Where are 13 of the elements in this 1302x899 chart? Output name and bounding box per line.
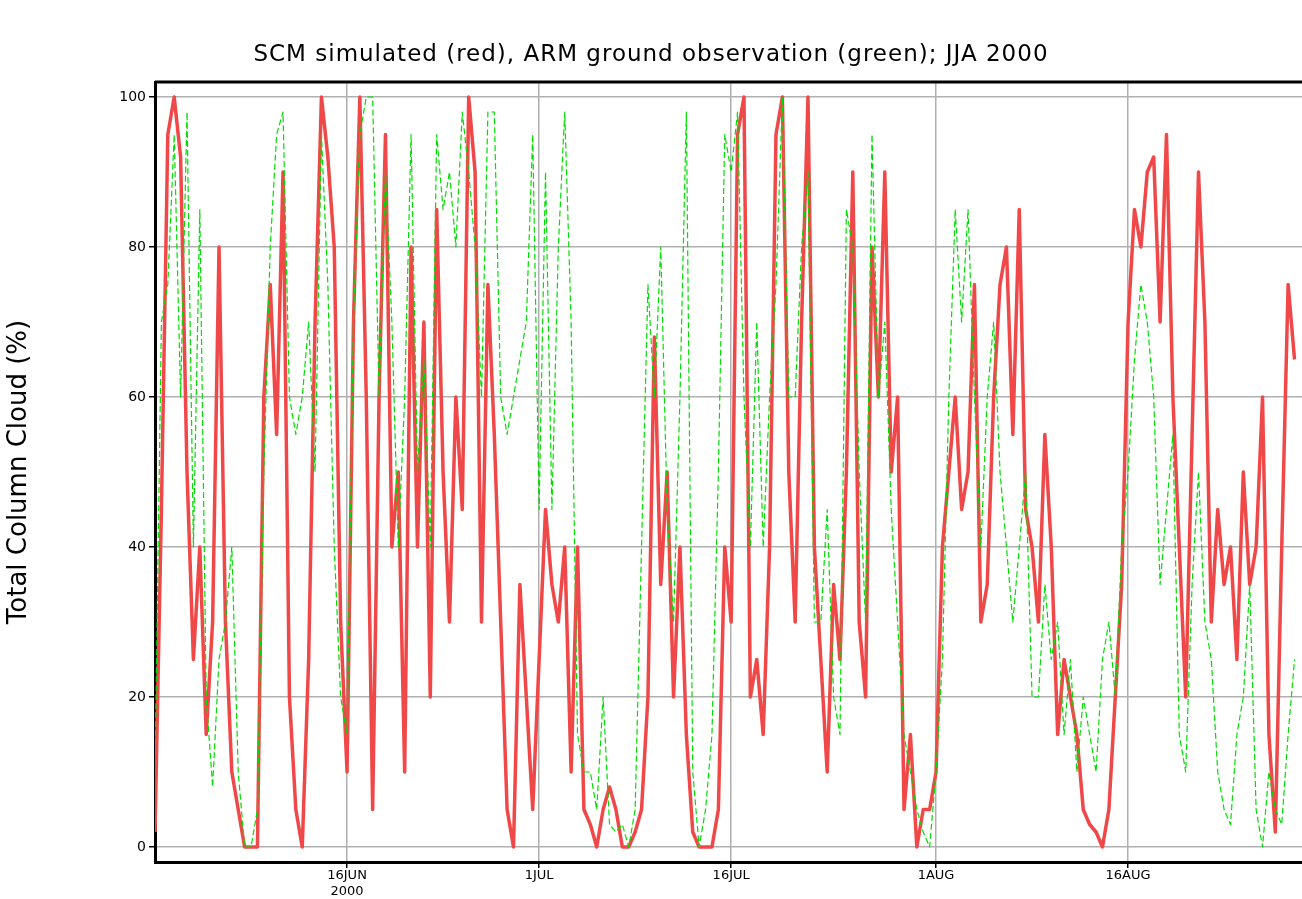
- chart-title: SCM simulated (red), ARM ground observation (green); JJA 2000: [252, 40, 1050, 66]
- y-tick-label: 80: [128, 237, 146, 254]
- x-tick-label: 16AUG: [1105, 867, 1151, 883]
- y-tick-label: 40: [128, 537, 146, 554]
- y-tick-label: 20: [128, 687, 146, 704]
- y-tick-label: 0: [137, 837, 146, 854]
- y-tick-label: 60: [128, 387, 146, 404]
- x-tick-label: 1JUL: [524, 867, 555, 883]
- x-tick-label: 16JUL: [712, 867, 751, 883]
- x-tick-label: 1AUG: [917, 867, 955, 883]
- y-tick-label: 100: [119, 87, 146, 104]
- y-axis-title: Total Column Cloud (%): [2, 319, 33, 626]
- x-tick-label: 16JUN 2000: [327, 867, 367, 898]
